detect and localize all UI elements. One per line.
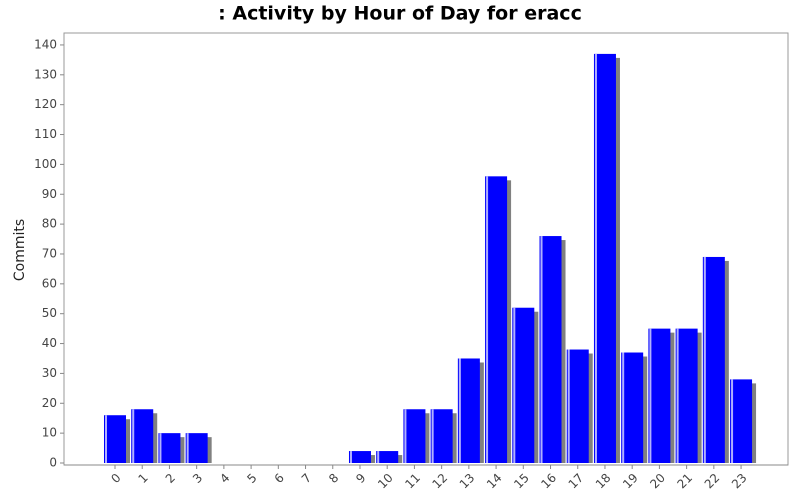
bar <box>539 236 562 463</box>
x-tick-label: 10 <box>375 471 396 492</box>
bar <box>158 433 181 463</box>
y-tick-label: 120 <box>34 97 57 111</box>
bar <box>512 307 535 463</box>
y-tick-label: 130 <box>34 67 57 81</box>
bar-highlight <box>703 256 706 463</box>
bar <box>730 379 753 463</box>
x-tick-label: 3 <box>190 471 205 486</box>
y-tick-label: 110 <box>34 127 57 141</box>
bar <box>403 409 426 463</box>
bar <box>566 349 589 463</box>
bar-highlight <box>404 409 407 463</box>
bar <box>702 256 725 463</box>
bar-highlight <box>676 328 679 463</box>
y-tick-label: 40 <box>42 336 57 350</box>
x-tick-label: 15 <box>511 471 532 492</box>
x-tick-label: 13 <box>457 471 478 492</box>
x-tick-label: 1 <box>136 471 151 486</box>
x-tick-label: 11 <box>402 471 423 492</box>
bar-highlight <box>649 328 652 463</box>
bar <box>621 352 644 463</box>
x-tick-label: 5 <box>244 471 259 486</box>
bar <box>485 176 508 464</box>
bar-highlight <box>513 307 516 463</box>
x-tick-label: 6 <box>272 471 287 486</box>
x-tick-label: 12 <box>430 471 451 492</box>
y-tick-label: 80 <box>42 217 57 231</box>
x-tick-label: 16 <box>538 471 559 492</box>
bar-highlight <box>622 352 625 463</box>
bar <box>457 358 480 463</box>
y-tick-label: 0 <box>49 456 57 470</box>
y-tick-label: 140 <box>34 37 57 51</box>
x-tick-label: 14 <box>484 471 505 492</box>
y-tick-label: 100 <box>34 157 57 171</box>
bar-highlight <box>159 433 162 463</box>
bar-highlight <box>486 176 489 464</box>
x-tick-label: 22 <box>702 471 723 492</box>
x-tick-label: 0 <box>108 471 123 486</box>
x-tick-label: 19 <box>620 471 641 492</box>
bar <box>648 328 671 463</box>
x-tick-label: 9 <box>353 471 368 486</box>
bar-highlight <box>594 53 597 464</box>
x-tick-label: 17 <box>566 471 587 492</box>
bar-highlight <box>105 415 107 463</box>
x-tick-label: 4 <box>217 471 232 486</box>
bar-highlight <box>567 349 570 463</box>
chart-title: : Activity by Hour of Day for eracc <box>218 3 582 25</box>
bar-highlight <box>377 451 380 463</box>
y-tick-label: 30 <box>42 366 57 380</box>
x-tick-label: 8 <box>326 471 341 486</box>
y-axis-title: Commits <box>12 219 28 281</box>
bar <box>104 415 126 463</box>
bar <box>348 451 371 463</box>
y-tick-label: 60 <box>42 276 57 290</box>
x-tick-label: 20 <box>647 471 668 492</box>
x-tick-label: 18 <box>593 471 614 492</box>
bar-highlight <box>349 451 352 463</box>
x-tick-label: 23 <box>729 471 750 492</box>
bar-highlight <box>731 379 734 463</box>
bar-highlight <box>132 409 135 463</box>
bar <box>593 53 616 464</box>
bar-highlight <box>431 409 434 463</box>
bar <box>185 433 208 463</box>
bar <box>430 409 453 463</box>
y-tick-label: 50 <box>42 306 57 320</box>
y-tick-label: 20 <box>42 396 57 410</box>
x-tick-label: 2 <box>163 471 178 486</box>
bar-highlight <box>540 236 543 463</box>
bar <box>376 451 399 463</box>
x-tick-label: 21 <box>675 471 696 492</box>
y-tick-label: 90 <box>42 187 57 201</box>
x-tick-label: 7 <box>299 471 314 486</box>
y-tick-label: 10 <box>42 426 57 440</box>
bar-highlight <box>458 358 461 463</box>
bar-highlight <box>186 433 189 463</box>
bar <box>675 328 698 463</box>
y-tick-label: 70 <box>42 246 57 260</box>
bar <box>131 409 154 463</box>
